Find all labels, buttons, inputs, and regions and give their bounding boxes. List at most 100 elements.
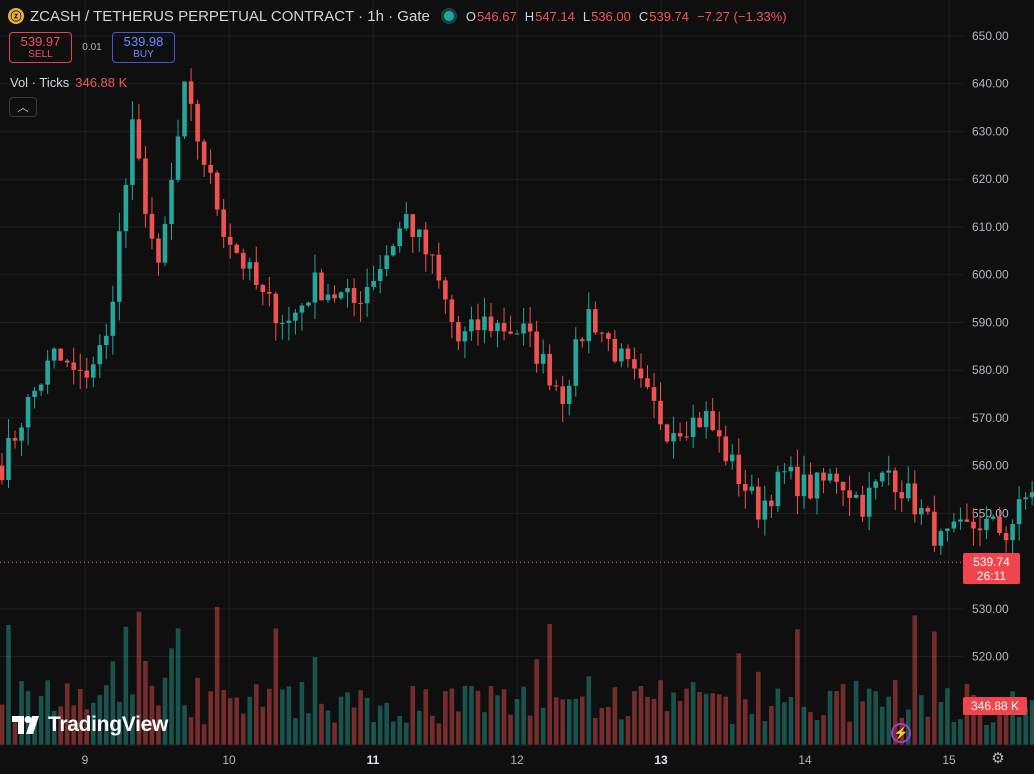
candle-body — [684, 436, 689, 437]
candle-body — [515, 334, 520, 335]
collapse-legend-button[interactable]: ︿ — [9, 97, 37, 117]
candle-body — [841, 482, 846, 490]
candle-body — [306, 303, 311, 306]
buy-price: 539.98 — [124, 35, 164, 49]
symbol-title[interactable]: ZCASH / TETHERUS PERPETUAL CONTRACT · 1h… — [30, 8, 430, 25]
volume-bar — [365, 698, 370, 745]
candle-body — [332, 294, 337, 298]
y-axis-tick-label: 580.00 — [972, 363, 1009, 377]
volume-bar — [541, 708, 546, 745]
candle-body — [391, 246, 396, 255]
y-axis-tick-label: 530.00 — [972, 602, 1009, 616]
volume-bar — [1017, 717, 1022, 745]
buy-button[interactable]: 539.98 BUY — [112, 32, 175, 63]
candle-body — [893, 470, 898, 492]
volume-bar — [626, 716, 631, 745]
candle-body — [795, 467, 800, 496]
tradingview-logo[interactable]: TradingView — [12, 713, 168, 737]
volume-bar — [919, 695, 924, 745]
candle-body — [528, 324, 533, 332]
volume-value: 346.88 K — [75, 75, 127, 90]
volume-bar — [782, 702, 787, 745]
lightning-icon[interactable]: ⚡ — [891, 723, 911, 743]
x-axis-tick-label: 14 — [798, 753, 812, 767]
candle-body — [919, 508, 924, 514]
volume-bar — [606, 707, 611, 745]
candle-body — [639, 369, 644, 379]
low-value: 536.00 — [591, 9, 631, 24]
candle-body — [697, 418, 702, 427]
volume-bar — [613, 687, 618, 745]
candle-body — [208, 165, 213, 173]
y-axis-tick-label: 640.00 — [972, 77, 1009, 91]
candle-body — [443, 280, 448, 299]
candle-body — [365, 287, 370, 303]
candle-body — [886, 470, 891, 472]
volume-bar — [430, 716, 435, 745]
volume-bar — [515, 699, 520, 745]
volume-bar — [326, 710, 331, 745]
candle-body — [502, 323, 507, 331]
candle-body — [280, 323, 285, 324]
volume-bar — [932, 631, 937, 745]
volume-bar — [730, 724, 735, 745]
volume-bar — [789, 697, 794, 745]
candle-body — [489, 316, 494, 331]
sell-button[interactable]: 539.97 SELL — [9, 32, 72, 63]
volume-bar — [456, 712, 461, 745]
volume-bar — [795, 629, 800, 745]
candle-body — [619, 349, 624, 362]
high-label: H — [525, 9, 534, 24]
volume-bar — [176, 628, 181, 745]
volume-bar — [397, 716, 402, 745]
volume-bar — [841, 684, 846, 745]
candle-body — [261, 285, 266, 292]
volume-bar — [169, 648, 174, 745]
candle-body — [202, 142, 207, 165]
candle-body — [554, 385, 559, 386]
candle-body — [404, 214, 409, 228]
candle-body — [952, 522, 957, 529]
volume-bar — [710, 693, 715, 745]
candle-body — [567, 386, 572, 404]
gear-icon[interactable]: ⚙ — [990, 751, 1006, 767]
volume-bar — [750, 714, 755, 745]
volume-bar — [241, 714, 246, 745]
volume-bar — [521, 687, 526, 745]
spread-value: 0.01 — [72, 42, 112, 53]
candle-body — [71, 363, 76, 370]
candle-body — [111, 302, 116, 336]
volume-bar — [358, 690, 363, 745]
last-price-label: 539.74 26:11 — [963, 553, 1020, 584]
volume-bar — [182, 705, 187, 745]
volume-bar — [880, 707, 885, 745]
volume-bar — [671, 692, 676, 745]
candle-body — [293, 313, 298, 321]
volume-bar — [723, 697, 728, 745]
volume-bar — [424, 689, 429, 745]
candle-body — [808, 474, 813, 498]
candle-body — [665, 424, 670, 441]
candle-body — [626, 349, 631, 360]
volume-bar — [502, 689, 507, 745]
candle-body — [313, 273, 318, 303]
candle-body — [971, 522, 976, 529]
volume-bar — [867, 689, 872, 745]
open-value: 546.67 — [477, 9, 517, 24]
candle-body — [65, 361, 70, 363]
volume-bar — [860, 701, 865, 745]
volume-legend[interactable]: Vol · Ticks 346.88 K — [10, 75, 127, 90]
volume-bar — [489, 686, 494, 745]
candle-body — [906, 483, 911, 498]
candle-body — [1010, 524, 1015, 540]
candle-body — [547, 354, 552, 386]
volume-bar — [684, 688, 689, 745]
volume-bar — [482, 712, 487, 745]
candle-body — [6, 438, 11, 480]
candle-body — [384, 255, 389, 269]
volume-bar — [202, 724, 207, 745]
volume-bar — [417, 711, 422, 745]
volume-bar — [293, 718, 298, 745]
candle-body — [828, 474, 833, 481]
